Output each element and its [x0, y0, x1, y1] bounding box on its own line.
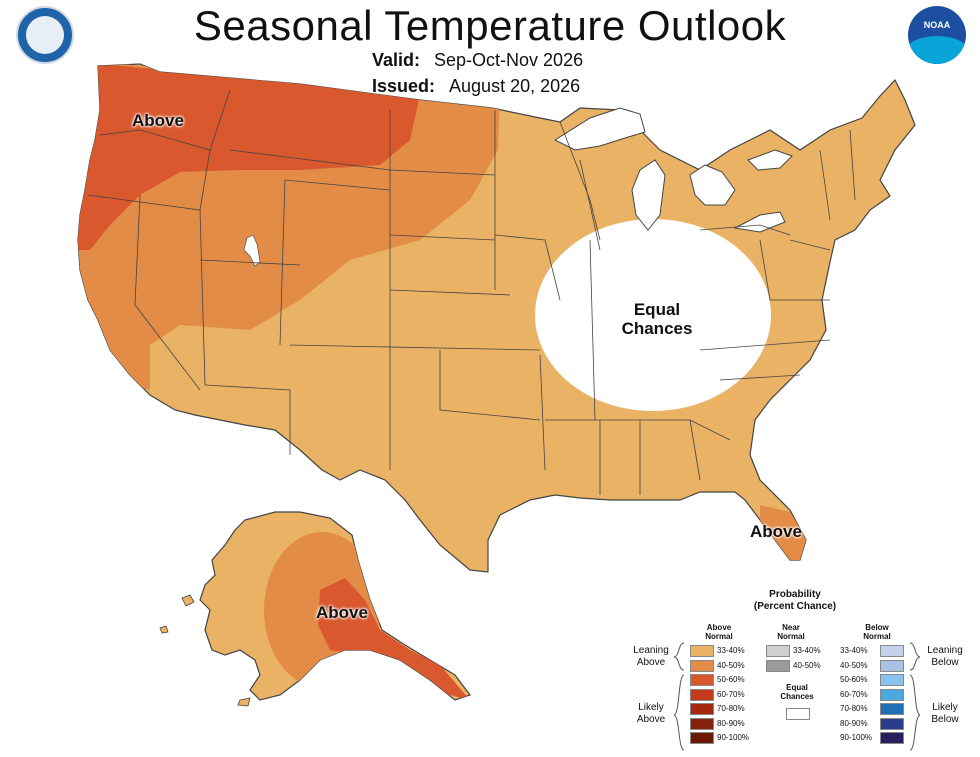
legend-range-above-3: 60-70% — [717, 689, 745, 699]
department-of-commerce-seal — [16, 6, 74, 64]
legend-title-line1: Probability — [769, 589, 821, 600]
likely-above-brace — [673, 674, 685, 751]
legend-title: Probability (Percent Chance) — [720, 589, 870, 613]
legend-likely-above-line2: Above — [636, 714, 666, 725]
legend-range-below-1: 40-50% — [840, 660, 868, 670]
legend-swatch-equal-chances — [786, 708, 810, 720]
legend-likely-below-line2: Below — [931, 714, 959, 725]
valid-value: Sep-Oct-Nov 2026 — [434, 50, 584, 70]
legend-swatch-above-0 — [690, 645, 714, 657]
legend-swatch-below-1 — [880, 659, 904, 672]
legend-swatch-below-0 — [880, 645, 904, 657]
above-florida-zone — [760, 505, 808, 565]
leaning-above-brace — [673, 642, 685, 671]
alaska-region — [159, 511, 471, 707]
legend-above-header-line1: Above — [706, 623, 732, 632]
noaa-logo: NOAA — [908, 6, 966, 64]
equal-chances-zone — [535, 219, 771, 411]
legend-leaning-above-line1: Leaning — [633, 645, 669, 656]
label-above-alaska: Above — [316, 603, 368, 622]
issued-line: Issued: August 20, 2026 — [372, 76, 580, 97]
legend-near-normal-header: Near Normal — [766, 623, 816, 641]
legend-range-above-4: 70-80% — [717, 704, 745, 713]
legend-swatch-near-1 — [766, 659, 790, 672]
issued-label: Issued: — [372, 76, 436, 96]
legend-range-above-5: 80-90% — [717, 718, 745, 728]
legend-range-below-0: 33-40% — [840, 646, 868, 655]
legend-likely-below-line1: Likely — [932, 702, 958, 713]
valid-label: Valid: — [372, 50, 421, 70]
utah-lake — [243, 234, 261, 267]
label-equal-chances: Equal Chances — [612, 300, 702, 338]
above-50-60-zone — [78, 64, 420, 250]
legend-range-below-5: 80-90% — [840, 718, 868, 728]
legend-swatch-above-1 — [690, 659, 714, 672]
likely-below-brace — [909, 674, 921, 751]
legend-range-below-2: 50-60% — [840, 675, 868, 684]
legend-below-normal-header: Below Normal — [852, 623, 902, 641]
alaska-above-50-60-zone — [318, 578, 470, 700]
valid-line: Valid: Sep-Oct-Nov 2026 — [372, 50, 583, 71]
legend-range-above-1: 40-50% — [717, 660, 745, 670]
legend-leaning-below-line1: Leaning — [927, 645, 963, 656]
legend-swatch-below-3 — [880, 688, 904, 701]
legend-below-header-line1: Below — [865, 623, 889, 632]
legend-leaning-above: Leaning Above — [628, 645, 674, 669]
page-title: Seasonal Temperature Outlook — [193, 2, 787, 49]
state-borders — [87, 89, 856, 495]
label-equal-chances-line2: Chances — [621, 319, 693, 338]
label-equal-chances-line1: Equal — [633, 300, 681, 319]
issued-value: August 20, 2026 — [449, 76, 581, 96]
legend-swatch-above-5 — [690, 717, 714, 730]
legend-swatch-near-0 — [766, 645, 790, 657]
legend-near-header-line2: Normal — [777, 632, 805, 641]
legend-range-above-0: 33-40% — [717, 646, 745, 655]
legend-above-header-line2: Normal — [705, 632, 733, 641]
legend-swatch-above-3 — [690, 688, 714, 701]
legend-title-line2: (Percent Chance) — [753, 601, 837, 612]
alaska-islands — [159, 594, 251, 707]
legend-swatch-above-6 — [690, 732, 714, 744]
legend-equal-chances: Equal Chances — [772, 683, 822, 701]
legend-equal-line1: Equal — [786, 683, 808, 692]
conus-region — [77, 63, 916, 573]
legend-likely-above: Likely Above — [628, 702, 674, 726]
legend-likely-above-line1: Likely — [638, 702, 664, 713]
legend-swatch-below-4 — [880, 703, 904, 715]
legend-leaning-below-line2: Below — [931, 657, 959, 668]
legend-range-above-2: 50-60% — [717, 675, 745, 684]
label-above-florida: Above — [750, 522, 802, 541]
leaning-below-brace — [909, 642, 921, 671]
legend-range-near-0: 33-40% — [793, 646, 821, 655]
label-above-pacific-nw: Above — [132, 111, 184, 130]
legend-swatch-below-2 — [880, 674, 904, 686]
legend-swatch-above-4 — [690, 703, 714, 715]
legend-leaning-below: Leaning Below — [920, 645, 970, 669]
legend-likely-below: Likely Below — [920, 702, 970, 726]
legend-range-below-6: 90-100% — [840, 733, 873, 742]
legend-swatch-below-6 — [880, 732, 904, 744]
legend-swatch-above-2 — [690, 674, 714, 686]
legend-near-header-line1: Near — [782, 623, 800, 632]
great-lakes — [553, 107, 793, 233]
legend-range-below-4: 70-80% — [840, 704, 868, 713]
legend-above-normal-header: Above Normal — [694, 623, 744, 641]
legend-equal-line2: Chances — [780, 692, 814, 701]
legend-range-below-3: 60-70% — [840, 689, 868, 699]
legend-range-above-6: 90-100% — [717, 733, 750, 742]
legend-range-near-1: 40-50% — [793, 660, 821, 670]
legend-leaning-above-line2: Above — [636, 657, 666, 668]
legend-swatch-below-5 — [880, 717, 904, 730]
legend-below-header-line2: Normal — [863, 632, 891, 641]
